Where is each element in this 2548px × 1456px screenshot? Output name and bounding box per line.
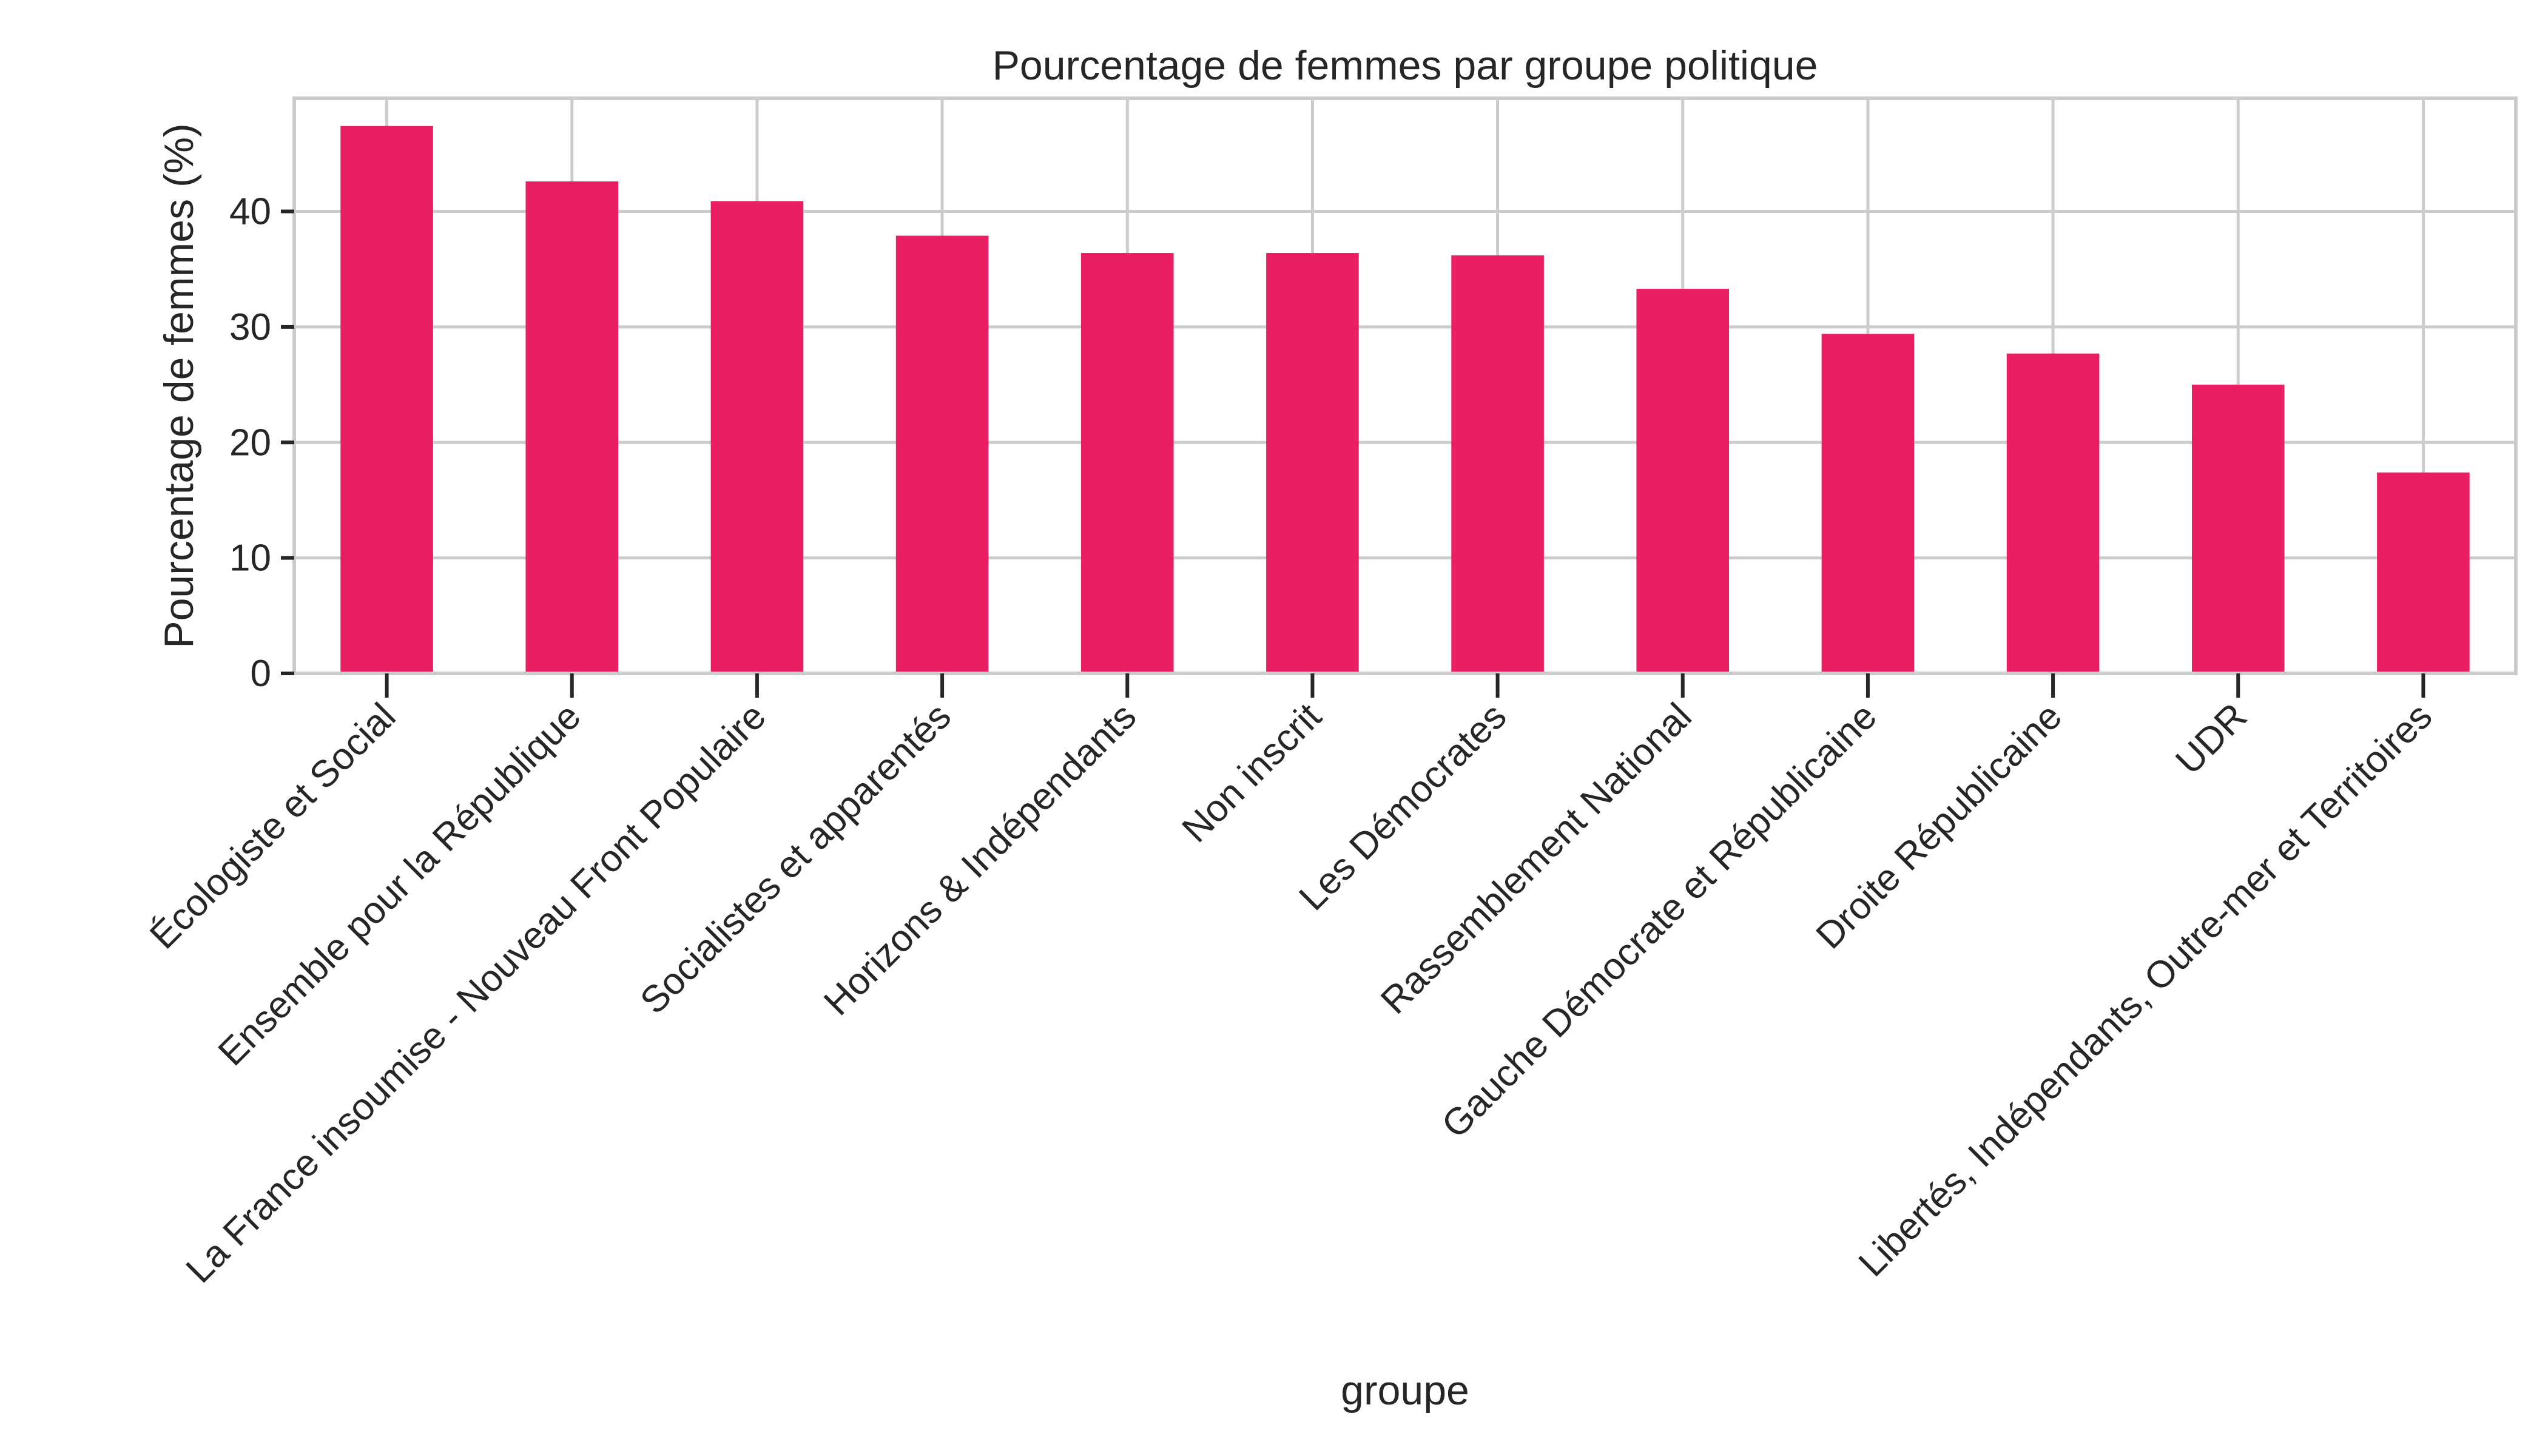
x-tick-label: Horizons & Indépendants [816, 695, 1144, 1023]
y-axis-label: Pourcentage de femmes (%) [156, 123, 202, 649]
bar [2191, 385, 2285, 673]
x-tick-label: Ensemble pour la République [211, 695, 589, 1074]
bar-layer [340, 126, 2470, 673]
y-tick-label: 10 [229, 538, 271, 579]
y-tick-label: 0 [251, 653, 271, 695]
y-tick-label: 30 [229, 306, 271, 348]
bar [1636, 289, 1730, 673]
x-tick-label: Libertés, Indépendants, Outre-mer et Ter… [1851, 695, 2441, 1285]
x-axis-label: groupe [1341, 1367, 1469, 1414]
bar [1821, 334, 1915, 673]
x-tick-label: UDR [2168, 695, 2255, 783]
bar [1266, 253, 1359, 673]
bar [2006, 353, 2100, 673]
x-tick-label: Non inscrit [1174, 695, 1329, 851]
chart-title: Pourcentage de femmes par groupe politiq… [993, 42, 1818, 89]
y-tick-label: 20 [229, 422, 271, 463]
bar [895, 235, 989, 673]
grid-layer [294, 98, 2516, 673]
bar [1080, 253, 1174, 673]
x-tick-label: Rassemblement National [1373, 695, 1700, 1022]
bar [340, 126, 433, 673]
bar [710, 201, 804, 673]
bar [525, 181, 619, 673]
bar [2377, 472, 2470, 673]
y-tick-label: 40 [229, 191, 271, 233]
plot-frame [292, 96, 2518, 675]
x-tick-label: Socialistes et apparentés [632, 695, 959, 1022]
bar [1451, 255, 1544, 673]
